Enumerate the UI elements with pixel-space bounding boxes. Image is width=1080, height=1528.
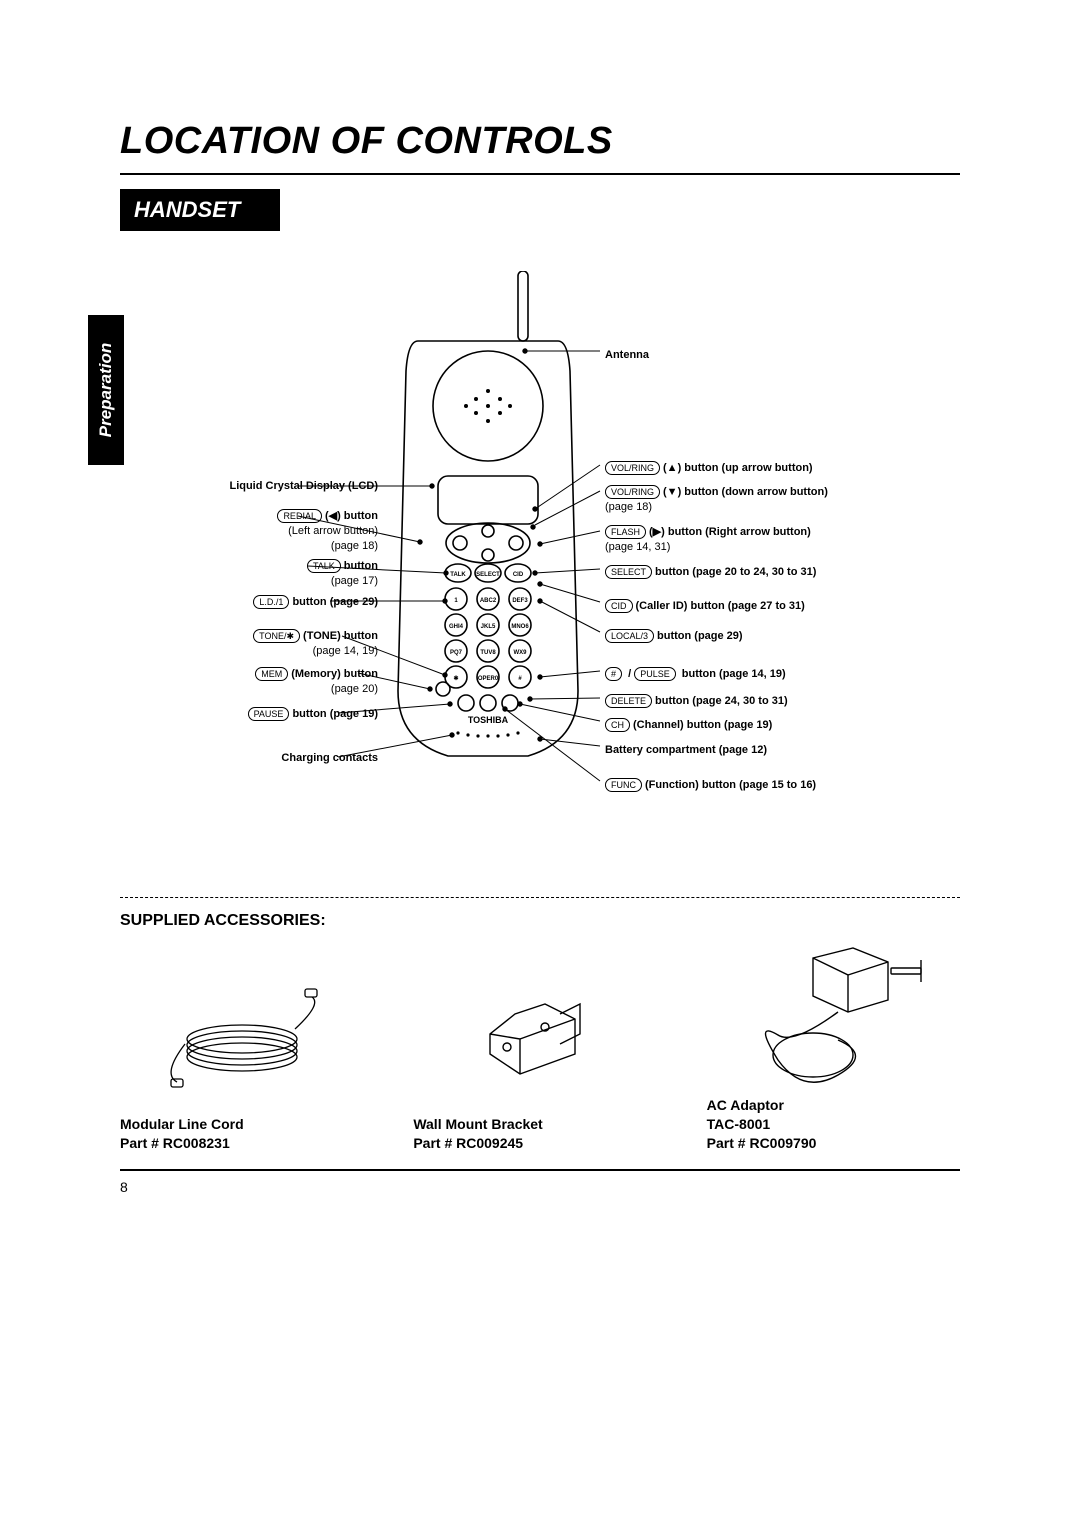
svg-text:CID: CID xyxy=(513,572,524,578)
callout-right-8: DELETEbutton (page 24, 30 to 31) xyxy=(605,694,788,709)
callout-right-3: FLASH(▶) button (Right arrow button)(pag… xyxy=(605,525,811,555)
accessories-heading: SUPPLIED ACCESSORIES: xyxy=(120,912,960,930)
callout-left-3: L.D./1button (page 29) xyxy=(120,595,378,610)
page-title: LOCATION OF CONTROLS xyxy=(120,120,960,175)
callout-right-4: SELECTbutton (page 20 to 24, 30 to 31) xyxy=(605,565,816,580)
acc3-name: AC Adaptor xyxy=(707,1096,960,1115)
callout-right-0: Antenna xyxy=(605,348,649,363)
callout-left-6: PAUSEbutton (page 19) xyxy=(120,707,378,722)
svg-text:GHI4: GHI4 xyxy=(449,624,464,630)
callout-right-5: CID(Caller ID) button (page 27 to 31) xyxy=(605,599,805,614)
callout-right-9: CH(Channel) button (page 19) xyxy=(605,718,772,733)
svg-text:SELECT: SELECT xyxy=(476,572,500,578)
svg-text:OPER0: OPER0 xyxy=(478,676,499,682)
acc1-part: Part # RC008231 xyxy=(120,1134,373,1153)
callout-right-1: VOL/RING(▲) button (up arrow button) xyxy=(605,461,813,476)
svg-text:1: 1 xyxy=(454,598,458,604)
callout-left-7: Charging contacts xyxy=(120,751,378,766)
callout-left-4: TONE/✱(TONE) button(page 14, 19) xyxy=(120,629,378,659)
handset-illustration: TOSHIBA 1 ABC2 DEF3 GHI4 JKL5 MNO6 PQ7 TUV8 WX… xyxy=(388,271,588,771)
svg-text:JKL5: JKL5 xyxy=(481,624,496,630)
svg-text:#: # xyxy=(518,676,522,682)
accessory-bracket: Wall Mount Bracket Part # RC009245 xyxy=(413,959,666,1153)
svg-text:TOSHIBA: TOSHIBA xyxy=(468,715,509,725)
acc2-part: Part # RC009245 xyxy=(413,1134,666,1153)
cord-illustration xyxy=(120,959,373,1109)
accessories-row: Modular Line Cord Part # RC008231 Wall M… xyxy=(120,940,960,1153)
svg-text:PQ7: PQ7 xyxy=(450,650,463,656)
svg-text:WX9: WX9 xyxy=(513,650,527,656)
side-tab-label: Preparation xyxy=(96,343,116,437)
divider-dashed xyxy=(120,897,960,898)
callout-right-10: Battery compartment (page 12) xyxy=(605,743,767,758)
section-heading: HANDSET xyxy=(120,189,280,231)
page-content: LOCATION OF CONTROLS HANDSET xyxy=(120,120,960,1195)
handset-diagram: TOSHIBA 1 ABC2 DEF3 GHI4 JKL5 MNO6 PQ7 TUV8 WX… xyxy=(120,239,960,879)
bottom-rule xyxy=(120,1169,960,1171)
callout-right-11: FUNC(Function) button (page 15 to 16) xyxy=(605,778,816,793)
callout-right-2: VOL/RING(▼) button (down arrow button)(p… xyxy=(605,485,828,515)
callout-left-5: MEM(Memory) button(page 20) xyxy=(120,667,378,697)
svg-text:DEF3: DEF3 xyxy=(512,598,528,604)
acc2-name: Wall Mount Bracket xyxy=(413,1115,666,1134)
svg-text:ABC2: ABC2 xyxy=(480,598,497,604)
bracket-illustration xyxy=(413,959,666,1109)
callout-right-7: # / PULSE button (page 14, 19) xyxy=(605,667,786,682)
acc3-part: Part # RC009790 xyxy=(707,1134,960,1153)
accessory-cord: Modular Line Cord Part # RC008231 xyxy=(120,959,373,1153)
svg-text:TUV8: TUV8 xyxy=(480,650,496,656)
page-number: 8 xyxy=(120,1179,960,1195)
callout-right-6: LOCAL/3button (page 29) xyxy=(605,629,743,644)
accessory-adaptor: AC Adaptor TAC-8001 Part # RC009790 xyxy=(707,940,960,1153)
svg-text:✱: ✱ xyxy=(453,675,458,682)
callout-left-0: Liquid Crystal Display (LCD) xyxy=(120,479,378,494)
callout-left-1: REDIAL(◀) button(Left arrow button)(page… xyxy=(120,509,378,554)
acc1-name: Modular Line Cord xyxy=(120,1115,373,1134)
acc3-model: TAC-8001 xyxy=(707,1115,960,1134)
side-tab: Preparation xyxy=(88,315,124,465)
adaptor-illustration xyxy=(707,940,960,1090)
svg-text:MNO6: MNO6 xyxy=(511,624,529,630)
svg-text:TALK: TALK xyxy=(450,572,466,578)
callout-left-2: TALKbutton(page 17) xyxy=(120,559,378,589)
